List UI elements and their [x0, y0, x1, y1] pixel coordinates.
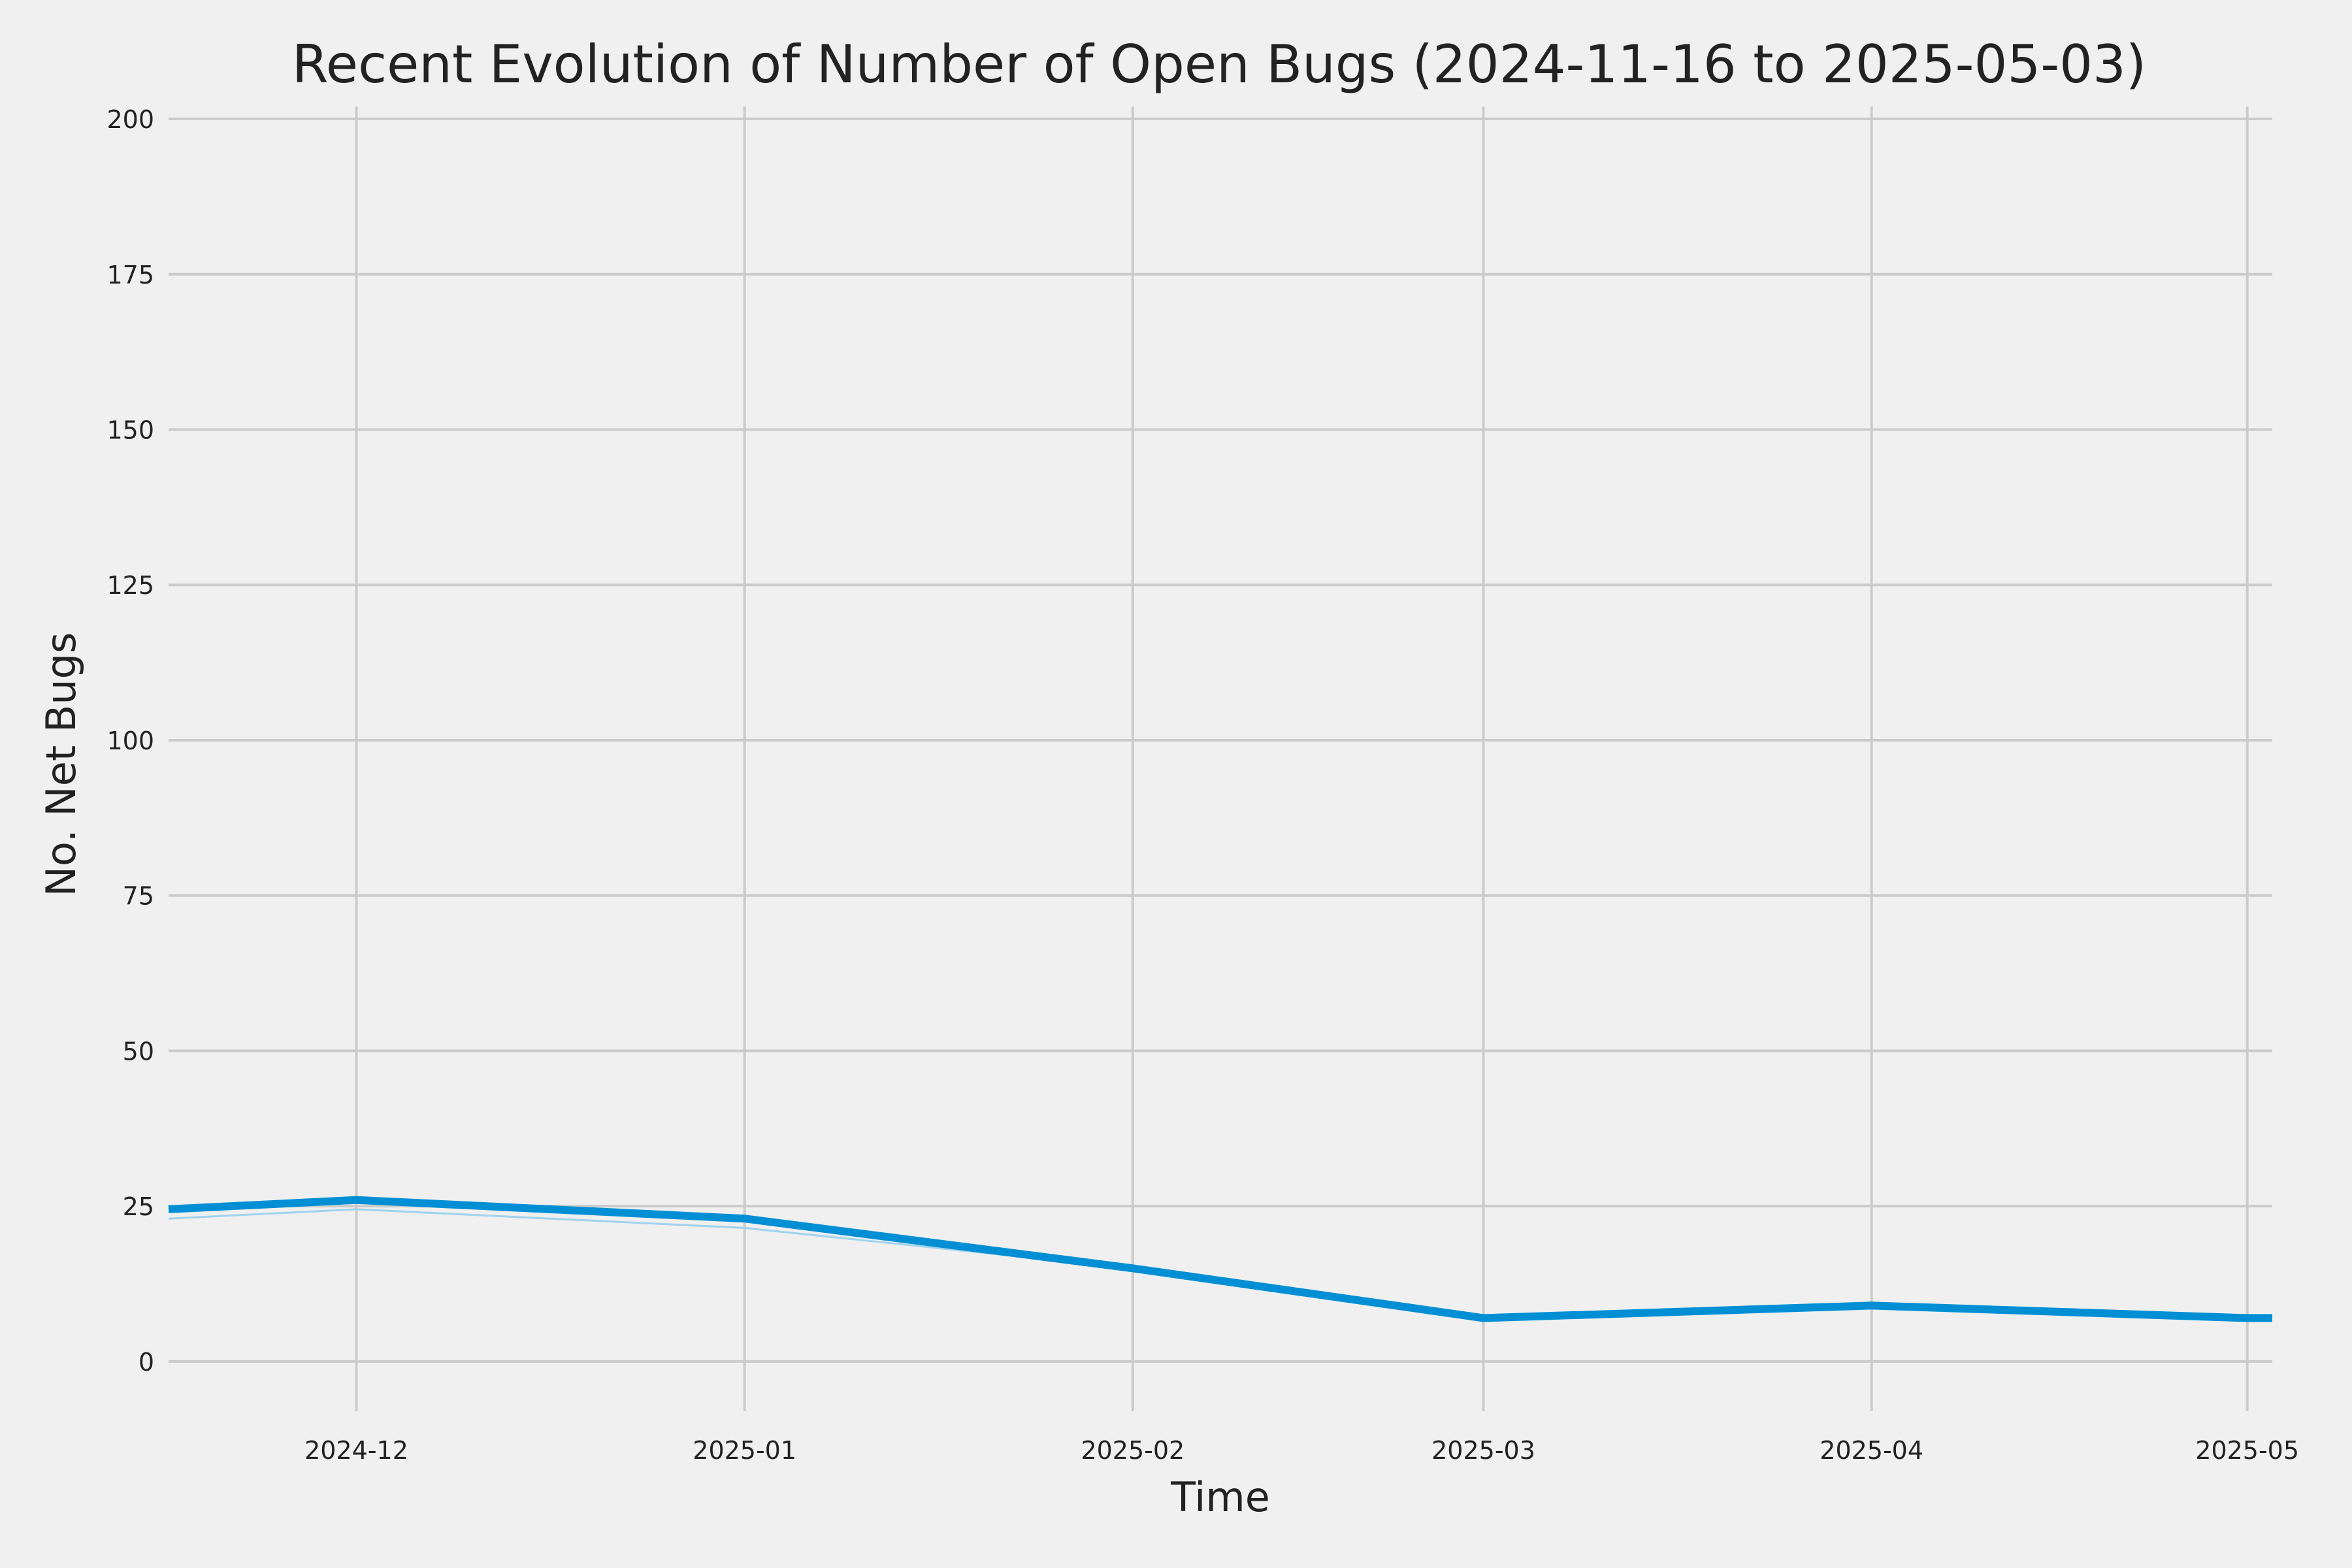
y-tick-label: 0	[139, 1348, 154, 1377]
series-line-primary	[168, 1196, 2272, 1322]
y-tick-label: 125	[106, 571, 154, 600]
x-tick-label: 2025-03	[1431, 1436, 1535, 1465]
y-tick-labels: 0 25 50 75 100 125 150 175 200	[106, 105, 154, 1377]
y-tick-label: 150	[106, 416, 154, 444]
y-tick-label: 100	[106, 727, 154, 755]
x-tick-labels: 2024-12 2025-01 2025-02 2025-03 2025-04 2025-…	[304, 1436, 2299, 1465]
x-tick-label: 2025-02	[1081, 1436, 1184, 1465]
x-tick-label: 2025-04	[1820, 1436, 1923, 1465]
x-tick-label: 2024-12	[304, 1436, 408, 1465]
y-gridlines	[169, 118, 2272, 1363]
y-tick-label: 75	[123, 882, 154, 911]
y-axis-title: No. Net Bugs	[37, 632, 85, 897]
y-tick-label: 200	[106, 105, 154, 134]
x-axis-title: Time	[1170, 1473, 1270, 1521]
y-tick-label: 175	[106, 261, 154, 289]
y-tick-label: 50	[123, 1037, 154, 1066]
x-tick-label: 2025-01	[693, 1436, 796, 1465]
y-tick-label: 25	[123, 1192, 154, 1221]
x-gridlines	[355, 106, 2249, 1411]
series-layer	[168, 1196, 2272, 1322]
chart-title: Recent Evolution of Number of Open Bugs …	[292, 34, 2146, 95]
x-tick-label: 2025-05	[2195, 1436, 2299, 1465]
